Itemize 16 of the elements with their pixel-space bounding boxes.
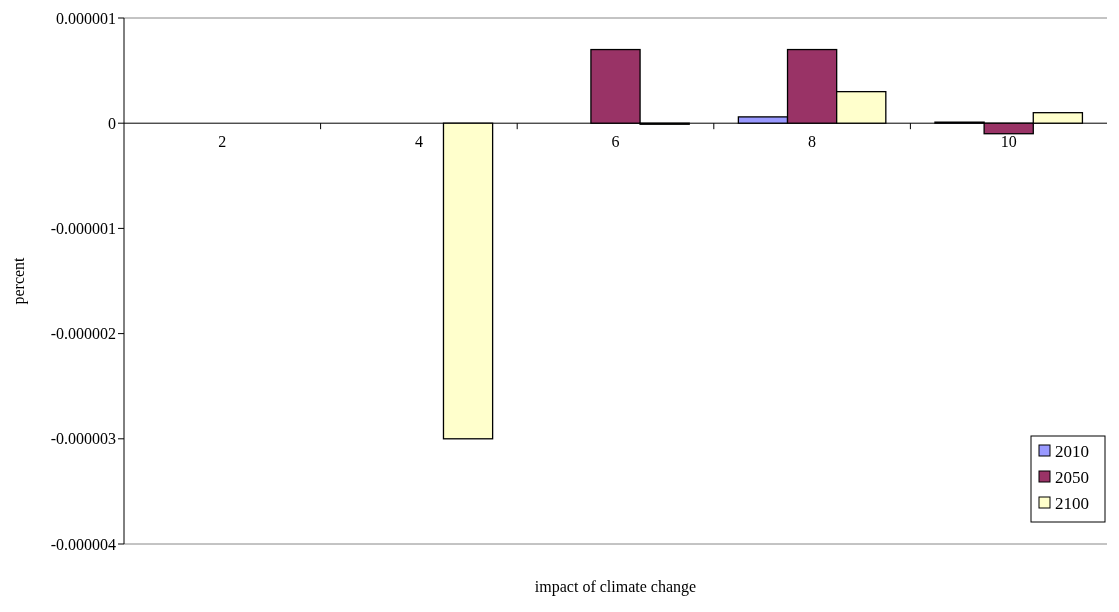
x-tick-label: 6: [611, 133, 620, 151]
y-tick-label: -0.000003: [50, 430, 116, 448]
y-tick-label: -0.000001: [50, 220, 116, 237]
y-tick-label: 0.000001: [56, 9, 116, 27]
y-axis-title: percent: [10, 256, 28, 305]
y-tick-label: 0: [108, 114, 116, 132]
x-tick-label: 8: [808, 133, 817, 151]
legend-label: 2050: [1055, 467, 1089, 487]
legend-label: 2100: [1055, 493, 1089, 513]
y-tick-label: -0.000004: [50, 535, 116, 553]
y-tick-label: -0.000002: [50, 325, 116, 343]
x-tick-label: 2: [218, 133, 227, 151]
x-tick-label: 4: [414, 133, 423, 151]
legend-label: 2010: [1055, 441, 1089, 461]
x-axis-title: impact of climate change: [534, 578, 697, 596]
x-tick-label: 10: [1000, 133, 1017, 151]
